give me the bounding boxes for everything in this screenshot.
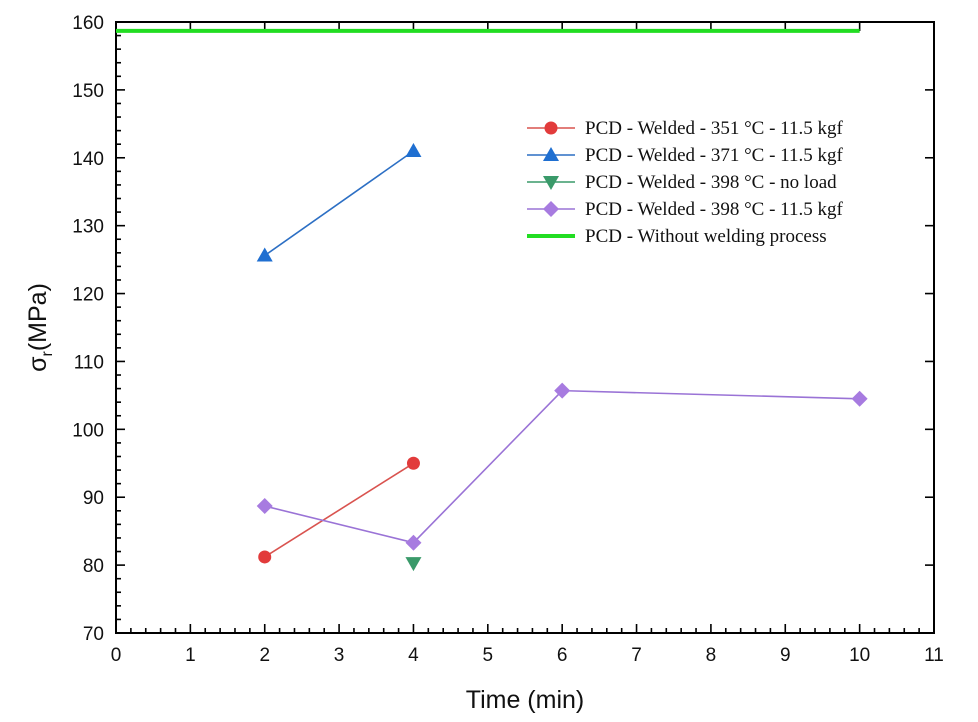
series-4 [256,382,868,551]
data-point [406,456,420,470]
legend-marker [543,176,559,190]
x-tick-label: 6 [557,645,568,666]
y-tick-label: 80 [83,556,104,577]
x-tick-label: 1 [185,645,196,666]
series-line [264,389,860,544]
x-tick-label: 4 [408,645,419,666]
y-tick-label: 90 [83,488,104,509]
legend: PCD - Welded - 351 °C - 11.5 kgf PCD - We… [527,118,843,247]
x-tick-label: 5 [483,645,494,666]
series-1 [258,456,420,564]
x-tick-label: 2 [259,645,270,666]
series-3 [405,557,422,572]
data-point [554,382,571,399]
axes: 0 1 2 3 4 5 6 7 8 9 10 11 70 80 90 100 110 120 130 140 150 16… [72,13,944,666]
x-tick-label: 10 [849,645,870,666]
legend-label: PCD - Without welding process [585,226,827,247]
y-tick-label: 160 [72,13,104,34]
series-2 [256,142,422,262]
y-axis-symbol: σ [24,356,52,372]
x-tick-label: 9 [780,645,791,666]
y-axis-subscript: r [39,350,56,356]
data-point [256,247,273,262]
y-tick-label: 140 [72,149,104,170]
legend-marker [543,201,559,217]
data-point [851,390,868,407]
x-tick-label: 8 [706,645,717,666]
x-axis-title: Time (min) [466,686,585,714]
series-line [264,462,414,558]
data-point [405,142,422,157]
data-point [405,534,422,551]
legend-marker [544,121,558,135]
y-axis-title: σr(MPa) [24,283,56,372]
x-tick-label: 3 [334,645,345,666]
x-tick-label: 0 [111,645,122,666]
series-line [264,150,414,257]
legend-label: PCD - Welded - 371 °C - 11.5 kgf [585,145,843,166]
y-tick-label: 130 [72,217,104,238]
data-point [405,557,422,572]
legend-label: PCD - Welded - 351 °C - 11.5 kgf [585,118,843,139]
legend-label: PCD - Welded - 398 °C - no load [585,172,837,193]
y-tick-label: 150 [72,81,104,102]
y-tick-label: 100 [72,420,104,441]
y-tick-label: 110 [74,352,104,373]
x-tick-label: 7 [631,645,642,666]
legend-marker [543,147,559,161]
plot-frame [115,21,935,634]
y-tick-label: 120 [72,285,104,306]
series [116,28,868,572]
x-tick-label: 11 [924,645,944,666]
legend-label: PCD - Welded - 398 °C - 11.5 kgf [585,199,843,220]
data-point [256,498,273,515]
y-tick-label: 70 [83,624,104,645]
y-axis-unit: (MPa) [24,283,52,351]
data-point [258,550,272,564]
